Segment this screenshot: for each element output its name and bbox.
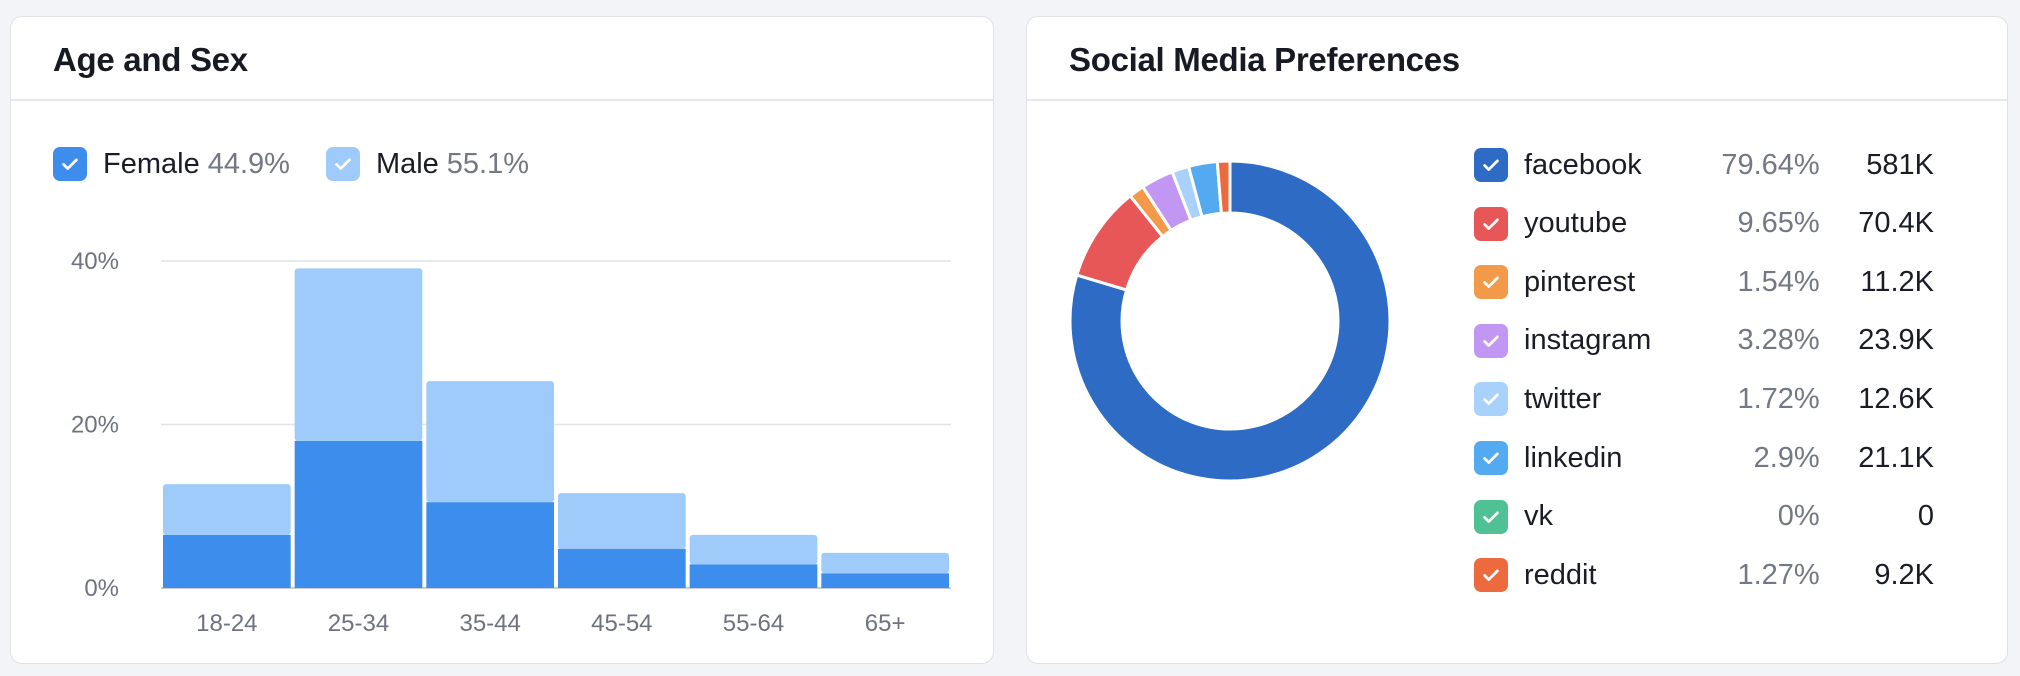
bar-male-55-64[interactable] [689, 534, 818, 565]
age-sex-bar-chart: 0% 20% 40% 18-24 25-34 35-44 45-54 55-64 65+ [71, 248, 951, 637]
social-pct: 1.27% [1737, 558, 1820, 591]
checkmark-icon [1483, 276, 1499, 289]
age-sex-card: Age and Sex Female 44.9% Male 55.1% 0% 20… [10, 16, 994, 664]
twitter-checkbox[interactable] [1474, 382, 1508, 417]
female-checkbox[interactable] [53, 147, 87, 181]
x-tick-label: 35-44 [459, 610, 520, 637]
social-name: instagram [1524, 324, 1652, 357]
bar-female-45-54[interactable] [558, 548, 686, 588]
bar-male-45-54[interactable] [558, 493, 686, 549]
social-name: twitter [1524, 382, 1602, 415]
social-row-instagram[interactable]: instagram 3.28% 23.9K [1474, 316, 1934, 366]
x-tick-label: 18-24 [196, 610, 257, 637]
bar-female-55-64[interactable] [689, 564, 818, 588]
checkmark-icon [1483, 159, 1499, 171]
social-row-vk[interactable]: vk 0% 0 [1474, 492, 1934, 542]
checkmark-icon [1483, 569, 1499, 582]
linkedin-checkbox[interactable] [1474, 441, 1508, 475]
x-tick-label: 55-64 [723, 610, 784, 637]
social-count: 0 [1917, 500, 1934, 533]
social-name: vk [1524, 500, 1553, 533]
bar-female-25-34[interactable] [294, 440, 423, 588]
social-pct: 1.54% [1737, 265, 1820, 298]
social-count: 9.2K [1874, 558, 1934, 591]
social-pct: 79.64% [1721, 148, 1820, 181]
legend-pct-female: 44.9% [207, 147, 290, 180]
social-name: pinterest [1524, 265, 1636, 298]
social-pct: 0% [1777, 500, 1820, 533]
legend-item-female[interactable]: Female 44.9% [53, 147, 290, 181]
social-count: 12.6K [1858, 382, 1934, 415]
social-pct: 1.72% [1737, 382, 1820, 415]
social-media-donut-chart [1068, 159, 1392, 483]
checkmark-icon [62, 158, 78, 170]
card-title: Age and Sex [53, 41, 248, 78]
social-pct: 3.28% [1737, 324, 1820, 357]
bar-male-18-24[interactable] [163, 484, 291, 535]
youtube-checkbox[interactable] [1474, 206, 1508, 241]
bar-female-65+[interactable] [821, 573, 949, 588]
instagram-checkbox[interactable] [1474, 323, 1508, 358]
pinterest-checkbox[interactable] [1474, 265, 1508, 300]
checkmark-icon [1483, 511, 1499, 523]
bar-male-65+[interactable] [821, 552, 949, 574]
facebook-checkbox[interactable] [1474, 148, 1508, 182]
legend-pct-male: 55.1% [446, 147, 530, 180]
donut-slice-reddit[interactable] [1215, 159, 1232, 215]
social-name: youtube [1524, 207, 1628, 240]
male-checkbox[interactable] [325, 147, 360, 181]
social-count: 70.4K [1858, 207, 1934, 240]
social-row-twitter[interactable]: twitter 1.72% 12.6K [1474, 374, 1934, 424]
social-row-youtube[interactable]: youtube 9.65% 70.4K [1474, 199, 1934, 249]
y-tick-label: 0% [84, 575, 119, 602]
social-name: reddit [1524, 558, 1597, 591]
card-title: Social Media Preferences [1069, 41, 1460, 78]
legend-item-male[interactable]: Male 55.1% [325, 147, 530, 181]
social-name: linkedin [1524, 441, 1623, 474]
social-count: 581K [1866, 148, 1934, 181]
legend-label-female: Female [103, 147, 200, 180]
y-tick-label: 40% [71, 248, 119, 275]
bar-female-35-44[interactable] [426, 502, 554, 588]
social-row-pinterest[interactable]: pinterest 1.54% 11.2K [1474, 257, 1934, 307]
social-row-reddit[interactable]: reddit 1.27% 9.2K [1474, 550, 1934, 600]
social-media-header: Social Media Preferences [1027, 17, 2007, 101]
social-count: 21.1K [1858, 441, 1934, 474]
vk-checkbox[interactable] [1474, 499, 1508, 534]
social-count: 11.2K [1860, 265, 1934, 298]
social-count: 23.9K [1858, 324, 1934, 357]
x-tick-label: 65+ [865, 610, 906, 637]
checkmark-icon [1483, 393, 1499, 406]
social-media-card: Social Media Preferences [1026, 16, 2008, 664]
checkmark-icon [1483, 218, 1499, 230]
bar-male-25-34[interactable] [294, 268, 423, 441]
reddit-checkbox[interactable] [1474, 558, 1508, 593]
bar-female-18-24[interactable] [163, 534, 291, 588]
social-row-facebook[interactable]: facebook 79.64% 581K [1474, 140, 1934, 190]
donut-slice-facebook[interactable] [1068, 159, 1392, 483]
legend-label-male: Male [375, 147, 439, 180]
social-row-linkedin[interactable]: linkedin 2.9% 21.1K [1474, 433, 1934, 483]
checkmark-icon [335, 158, 351, 170]
age-sex-header: Age and Sex [11, 17, 993, 101]
age-sex-legend: Female 44.9% Male 55.1% [53, 147, 565, 181]
bar-male-35-44[interactable] [426, 381, 554, 503]
social-pct: 9.65% [1737, 207, 1820, 240]
x-tick-label: 25-34 [328, 610, 389, 637]
social-pct: 2.9% [1753, 441, 1820, 474]
y-tick-label: 20% [71, 412, 119, 439]
social-name: facebook [1524, 148, 1642, 181]
x-tick-label: 45-54 [591, 610, 652, 637]
checkmark-icon [1483, 335, 1499, 347]
checkmark-icon [1483, 452, 1499, 464]
